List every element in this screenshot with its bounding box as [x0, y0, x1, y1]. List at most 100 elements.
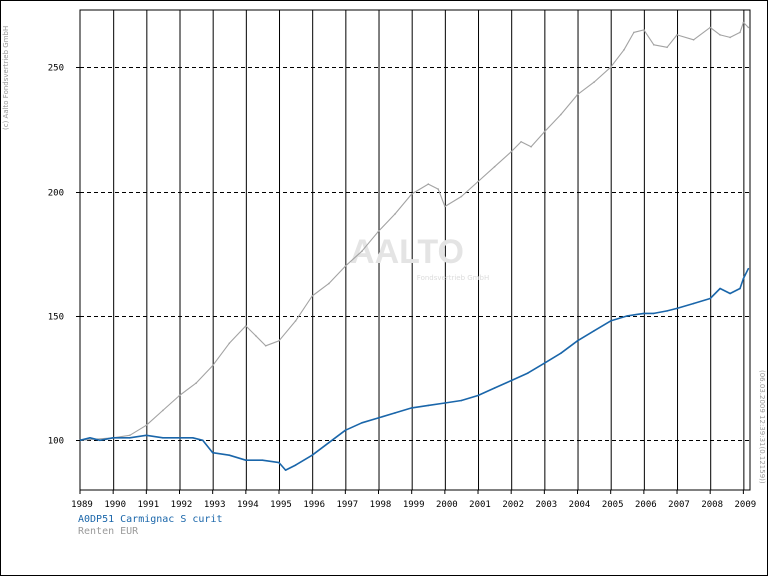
data-point	[211, 451, 214, 454]
data-point	[294, 320, 297, 322]
data-point	[510, 151, 512, 153]
data-point	[201, 439, 204, 442]
data-point	[255, 335, 257, 337]
data-point	[427, 183, 430, 185]
data-point	[626, 315, 629, 317]
data-point	[560, 113, 562, 116]
data-point	[112, 437, 114, 439]
watermark: AALTO Fondsvertrieb GmbH	[350, 233, 489, 282]
series-layer	[79, 21, 750, 471]
data-point	[195, 382, 197, 384]
y-tick-label: 250	[48, 64, 64, 74]
data-point	[444, 205, 446, 208]
axis-labels: 1989 1990 1991 1992 1993 1994 1995 1996 1997 1998…	[48, 64, 756, 511]
plot-area-border	[79, 9, 751, 491]
watermark-logo-text: AALTO	[350, 233, 464, 271]
data-point	[410, 407, 413, 409]
y-tick-label: 100	[48, 437, 64, 447]
data-point	[739, 31, 741, 34]
x-tick-label: 1995	[270, 500, 292, 510]
data-point	[609, 320, 612, 322]
data-point	[609, 66, 612, 68]
data-point	[653, 44, 655, 46]
series-line-2	[79, 21, 749, 441]
x-tick-label: 1992	[171, 500, 193, 510]
x-tick-label: 1997	[337, 500, 359, 510]
x-tick-label: 2009	[735, 500, 757, 510]
x-tick-label: 2002	[502, 500, 524, 510]
x-tick-label: 1994	[237, 500, 259, 510]
data-point	[294, 464, 297, 466]
data-point	[729, 292, 731, 295]
x-tick-label: 1991	[137, 500, 159, 510]
data-point	[576, 93, 579, 96]
data-point	[530, 146, 532, 148]
data-point	[510, 379, 512, 382]
data-point	[692, 302, 695, 305]
data-point	[245, 459, 247, 462]
data-point	[676, 307, 678, 310]
data-point	[361, 250, 363, 252]
data-point	[477, 394, 479, 397]
data-point	[493, 387, 496, 389]
data-point	[709, 297, 711, 300]
data-point	[377, 417, 380, 419]
data-point	[643, 29, 645, 31]
x-tick-label: 2001	[469, 500, 491, 510]
data-point	[520, 141, 522, 143]
data-point	[145, 434, 148, 437]
grid-layer	[80, 10, 750, 490]
data-point	[576, 340, 579, 342]
data-point	[211, 364, 214, 367]
data-point	[145, 424, 148, 427]
data-point	[264, 345, 267, 347]
data-point	[623, 49, 625, 51]
data-point	[437, 188, 440, 190]
data-point	[99, 439, 101, 442]
data-point	[593, 81, 595, 83]
x-tick-label: 1999	[403, 500, 425, 510]
watermark-subtitle: Fondsvertrieb GmbH	[417, 274, 489, 282]
data-point	[747, 267, 750, 270]
data-point	[444, 402, 446, 404]
x-tick-label: 2007	[668, 500, 690, 510]
x-tick-label: 1993	[204, 500, 226, 510]
data-point	[89, 437, 91, 439]
data-point	[245, 325, 247, 327]
data-point	[284, 469, 287, 471]
data-point	[666, 46, 668, 49]
data-point	[427, 404, 430, 407]
data-point	[377, 230, 380, 233]
data-point	[719, 34, 721, 36]
data-point	[729, 36, 731, 39]
timestamp-text: (06.03.2009 12:39:31(0.12159))	[758, 370, 766, 484]
x-tick-label: 2004	[569, 500, 591, 510]
data-point	[129, 437, 131, 439]
data-point	[344, 265, 347, 268]
data-point	[666, 310, 668, 312]
data-point	[593, 330, 595, 332]
data-point	[410, 193, 413, 195]
x-tick-label: 2008	[701, 500, 723, 510]
data-point	[747, 26, 750, 29]
data-point	[742, 277, 745, 280]
data-point	[739, 287, 741, 290]
data-point	[543, 362, 546, 365]
x-tick-label: 2005	[602, 500, 624, 510]
data-point	[742, 21, 745, 24]
data-point	[278, 461, 280, 464]
data-point	[178, 394, 181, 397]
x-tick-label: 1989	[71, 500, 93, 510]
data-point	[527, 372, 529, 374]
y-tick-label: 200	[48, 189, 64, 199]
data-point	[278, 340, 280, 342]
data-point	[394, 412, 396, 414]
data-point	[460, 399, 463, 402]
x-tick-label: 1998	[370, 500, 392, 510]
data-point	[560, 352, 562, 355]
data-point	[162, 437, 164, 439]
data-point	[394, 213, 396, 215]
data-point	[228, 454, 231, 457]
data-point	[328, 441, 330, 444]
